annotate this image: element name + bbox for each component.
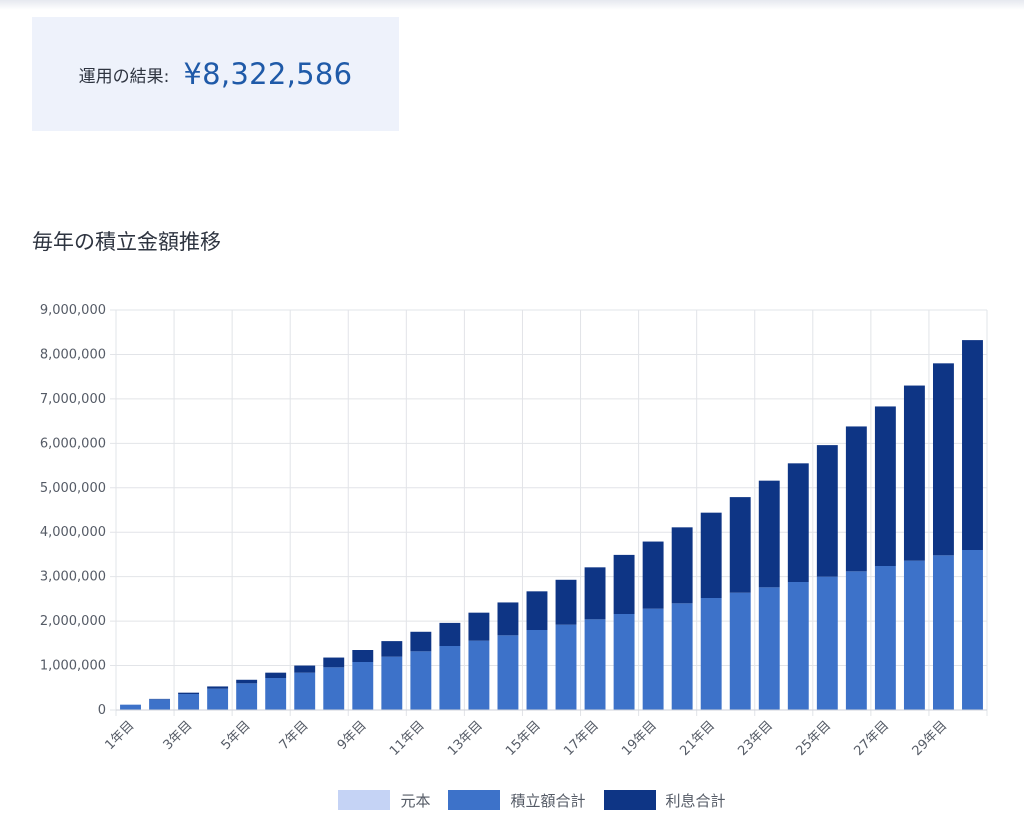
chart-section-title: 毎年の積立金額推移 (32, 230, 221, 254)
legend-item-interest[interactable]: 利息合計 (603, 790, 726, 811)
legend-label-interest: 利息合計 (665, 791, 726, 810)
x-tick-label: 3年目 (161, 718, 196, 753)
bar-accumulated (439, 646, 461, 710)
x-tick-label: 11年目 (387, 718, 428, 759)
x-tick-label: 7年目 (277, 718, 312, 753)
bar-accumulated (352, 662, 374, 710)
bar-interest (497, 602, 519, 636)
y-tick-label: 8,000,000 (40, 347, 106, 362)
bar-interest (758, 480, 780, 588)
bar-interest (816, 445, 838, 577)
bar-accumulated (323, 667, 345, 710)
x-tick-label: 19年目 (619, 718, 660, 759)
bar-interest (352, 650, 374, 662)
bar-accumulated (265, 678, 287, 710)
bar-accumulated (236, 683, 258, 710)
bar-accumulated (120, 704, 141, 710)
chart-legend: 元本 積立額合計 利息合計 (0, 788, 1024, 812)
x-tick-label: 25年目 (793, 718, 834, 759)
y-tick-label: 2,000,000 (40, 614, 106, 629)
y-tick-label: 6,000,000 (40, 436, 106, 451)
bar-accumulated (613, 614, 635, 710)
bar-accumulated (787, 582, 809, 710)
bar-accumulated (700, 598, 722, 710)
y-tick-label: 4,000,000 (40, 525, 106, 540)
bar-accumulated (207, 688, 229, 710)
bar-interest (236, 679, 258, 684)
bar-interest (468, 612, 490, 641)
y-tick-label: 7,000,000 (40, 392, 106, 407)
legend-swatch-interest (603, 790, 656, 810)
bar-accumulated (816, 576, 838, 710)
bar-accumulated (845, 571, 867, 710)
bar-accumulated (555, 624, 577, 710)
legend-swatch-accumulated (448, 790, 501, 810)
bar-interest (613, 554, 635, 614)
bar-interest (903, 385, 925, 561)
x-tick-label: 23年目 (735, 718, 776, 759)
y-tick-label: 5,000,000 (40, 481, 106, 496)
bar-interest (265, 672, 287, 678)
x-tick-label: 1年目 (102, 718, 137, 753)
bar-accumulated (903, 560, 925, 710)
result-value: ¥8,322,586 (183, 57, 353, 91)
x-tick-label: 9年目 (335, 718, 370, 753)
bar-interest (962, 340, 983, 550)
y-tick-label: 3,000,000 (40, 570, 106, 585)
bar-interest (178, 692, 200, 694)
bar-interest (874, 406, 896, 566)
bar-interest (845, 426, 867, 572)
bar-accumulated (526, 630, 548, 710)
bar-accumulated (874, 566, 896, 710)
bar-accumulated (671, 603, 693, 710)
bar-accumulated (468, 640, 490, 710)
x-tick-label: 13年目 (445, 718, 486, 759)
bar-accumulated (758, 587, 780, 710)
legend-item-principal[interactable]: 元本 (338, 790, 430, 811)
bar-interest (787, 463, 809, 582)
bar-interest (410, 631, 432, 652)
bar-interest (729, 497, 751, 593)
x-tick-label: 15年目 (503, 718, 544, 759)
top-shadow (0, 0, 1024, 10)
bar-accumulated (178, 694, 200, 710)
x-tick-label: 27年目 (852, 718, 893, 759)
bar-interest (207, 686, 229, 689)
bar-accumulated (381, 656, 403, 710)
legend-label-principal: 元本 (400, 791, 431, 810)
bar-interest (555, 579, 577, 625)
bar-interest (294, 665, 316, 673)
bar-interest (700, 512, 722, 598)
bar-accumulated (642, 608, 664, 710)
y-tick-label: 1,000,000 (40, 659, 106, 674)
y-tick-label: 0 (98, 703, 106, 718)
bar-interest (439, 622, 461, 646)
result-label: 運用の結果: (78, 66, 170, 87)
result-panel: 運用の結果: ¥8,322,586 (32, 17, 399, 131)
legend-label-accumulated: 積立額合計 (510, 791, 586, 810)
x-tick-label: 29年目 (910, 718, 951, 759)
x-tick-label: 21年目 (677, 718, 718, 759)
bar-accumulated (584, 619, 606, 710)
bar-interest (323, 657, 345, 668)
y-tick-label: 9,000,000 (40, 303, 106, 318)
bar-interest (584, 567, 606, 620)
x-tick-label: 5年目 (219, 718, 254, 753)
bar-interest (642, 541, 664, 609)
bar-accumulated (932, 555, 954, 710)
bar-interest (526, 591, 548, 630)
x-tick-label: 17年目 (561, 718, 602, 759)
bar-accumulated (410, 651, 432, 710)
legend-item-accumulated[interactable]: 積立額合計 (448, 790, 586, 811)
bar-accumulated (149, 699, 171, 710)
bar-accumulated (294, 672, 316, 710)
bar-interest (932, 363, 954, 556)
legend-swatch-principal (338, 790, 391, 810)
bar-accumulated (729, 592, 751, 710)
bar-accumulated (962, 550, 983, 710)
bar-interest (671, 527, 693, 604)
bar-accumulated (497, 635, 519, 710)
bar-interest (381, 641, 403, 657)
